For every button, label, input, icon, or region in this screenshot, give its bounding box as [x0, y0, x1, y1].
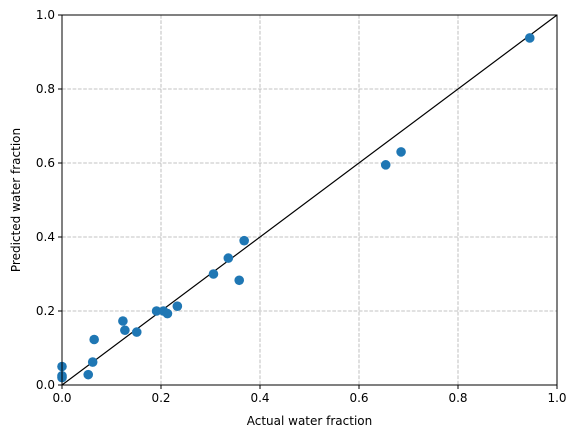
- data-point: [234, 275, 245, 286]
- data-point: [380, 160, 391, 170]
- y-tick-label: 0.4: [36, 230, 55, 244]
- data-point: [172, 301, 183, 311]
- y-tick-label: 0.2: [36, 304, 55, 318]
- identity-reference-line: [61, 14, 558, 386]
- data-point: [239, 235, 249, 246]
- y-tick-label: 0.0: [36, 378, 55, 392]
- y-axis-label: Predicted water fraction: [9, 128, 23, 272]
- data-point: [83, 369, 94, 380]
- x-axis-label: Actual water fraction: [247, 414, 373, 428]
- x-tick-label: 1.0: [547, 391, 566, 405]
- x-tick-label: 0.0: [52, 391, 71, 405]
- data-point: [89, 334, 99, 345]
- data-point: [162, 308, 173, 319]
- data-point: [87, 357, 98, 367]
- data-point: [151, 306, 162, 316]
- x-tick-label: 0.4: [250, 391, 269, 405]
- y-tick-label: 0.8: [36, 82, 55, 96]
- x-tick-label: 0.6: [349, 391, 368, 405]
- data-point: [396, 147, 406, 157]
- reference-line-group: [61, 14, 558, 386]
- x-axis-ticks: 0.0 0.2 0.4 0.6 0.8 1.0: [52, 385, 567, 405]
- plot-frame: [61, 14, 558, 386]
- data-point: [131, 327, 142, 337]
- y-tick-label: 0.6: [36, 156, 55, 170]
- y-tick-label: 1.0: [36, 8, 55, 22]
- data-point: [118, 316, 128, 326]
- x-tick-label: 0.8: [448, 391, 467, 405]
- data-point: [223, 253, 234, 263]
- y-axis-ticks: 0.0 0.2 0.4 0.6 0.8 1.0: [36, 8, 62, 392]
- data-point: [524, 33, 535, 43]
- data-point: [208, 269, 219, 279]
- x-tick-label: 0.2: [151, 391, 170, 405]
- data-point: [120, 325, 130, 336]
